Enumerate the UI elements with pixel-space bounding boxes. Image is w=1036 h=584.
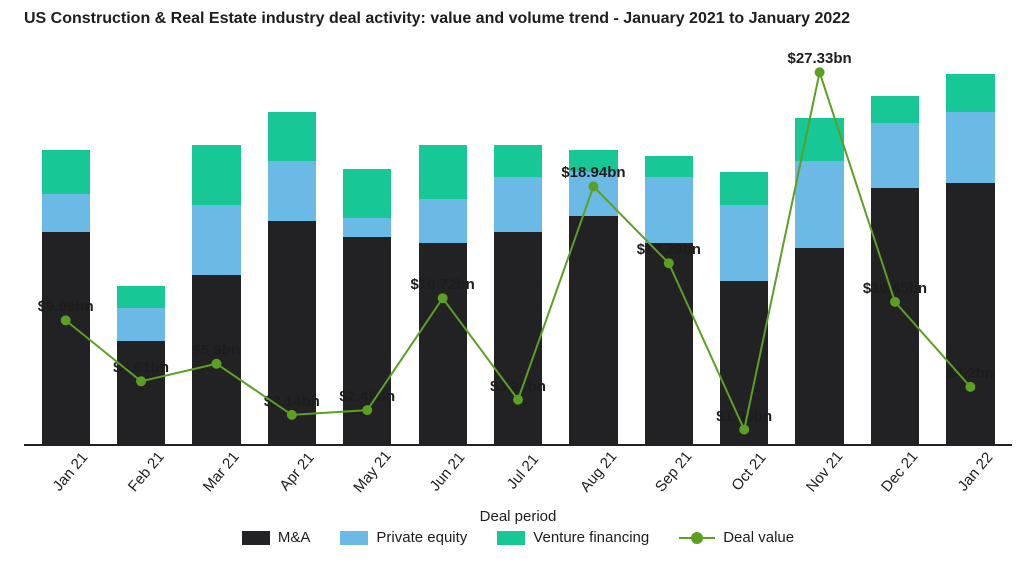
x-tick-label: Apr 21 <box>276 449 317 494</box>
bar-column: $5.9bn <box>179 36 254 444</box>
segment-private-equity <box>795 161 843 248</box>
segment-ma <box>268 221 316 444</box>
x-tick-label: May 21 <box>350 447 395 496</box>
segment-venture-financing <box>946 74 994 112</box>
segment-ma <box>720 281 768 444</box>
bar-column: $10.45bn <box>857 36 932 444</box>
x-tick-label: Dec 21 <box>878 448 922 495</box>
segment-private-equity <box>494 177 542 231</box>
legend-item-pe: Private equity <box>340 529 467 546</box>
bar-column: $3.26bn <box>480 36 555 444</box>
stacked-bar <box>42 150 90 444</box>
segment-venture-financing <box>192 145 240 205</box>
stacked-bar <box>192 145 240 444</box>
legend: M&A Private equity Venture financing Dea… <box>24 529 1012 546</box>
legend-label-vc: Venture financing <box>533 529 649 546</box>
segment-ma <box>192 275 240 444</box>
stacked-bar <box>645 156 693 444</box>
stacked-bar <box>720 172 768 444</box>
stacked-bar <box>268 112 316 444</box>
x-tick-label: Jul 21 <box>504 451 543 493</box>
swatch-vc-icon <box>497 531 525 545</box>
bar-column: $9.09bn <box>28 36 103 444</box>
segment-venture-financing <box>569 150 617 172</box>
segment-private-equity <box>419 199 467 243</box>
segment-venture-financing <box>268 112 316 161</box>
segment-ma <box>946 183 994 444</box>
x-tick-label: Aug 21 <box>577 448 621 495</box>
segment-ma <box>117 341 165 444</box>
chart-container: US Construction & Real Estate industry d… <box>0 0 1036 584</box>
segment-private-equity <box>569 172 617 216</box>
legend-label-deal-value: Deal value <box>723 529 794 546</box>
segment-venture-financing <box>117 286 165 308</box>
bar-column: $4.61bn <box>103 36 178 444</box>
segment-private-equity <box>268 161 316 221</box>
bar-column: $27.33bn <box>782 36 857 444</box>
segment-ma <box>795 248 843 444</box>
legend-label-pe: Private equity <box>376 529 467 546</box>
plot-area: $9.09bn$4.61bn$5.9bn$2.14bn$2.49bn$10.72… <box>24 36 1012 446</box>
segment-private-equity <box>946 112 994 183</box>
segment-private-equity <box>871 123 919 188</box>
x-tick-label: Feb 21 <box>124 448 167 495</box>
segment-ma <box>871 188 919 444</box>
segment-venture-financing <box>645 156 693 178</box>
x-tick-label: Mar 21 <box>200 448 243 495</box>
segment-ma <box>419 243 467 444</box>
stacked-bar <box>871 96 919 444</box>
stacked-bar <box>569 150 617 444</box>
x-tick-label: Jan 21 <box>50 449 92 494</box>
segment-venture-financing <box>419 145 467 199</box>
legend-item-ma: M&A <box>242 529 311 546</box>
segment-ma <box>343 237 391 444</box>
stacked-bar <box>117 286 165 444</box>
bar-column: $1.06bn <box>707 36 782 444</box>
segment-ma <box>645 243 693 444</box>
swatch-pe-icon <box>340 531 368 545</box>
segment-private-equity <box>343 218 391 237</box>
legend-label-ma: M&A <box>278 529 311 546</box>
x-tick-label: Jun 21 <box>427 449 469 494</box>
x-tick-label: Oct 21 <box>728 449 769 494</box>
segment-private-equity <box>117 308 165 341</box>
x-tick-label: Nov 21 <box>803 448 847 495</box>
bar-column: $18.94bn <box>556 36 631 444</box>
stacked-bar <box>795 118 843 444</box>
x-tick-label: Sep 21 <box>652 448 696 495</box>
line-sample-icon <box>679 531 715 545</box>
deal-value-label: $27.33bn <box>787 50 851 67</box>
segment-venture-financing <box>42 150 90 194</box>
swatch-ma-icon <box>242 531 270 545</box>
chart-title: US Construction & Real Estate industry d… <box>24 10 1012 28</box>
segment-private-equity <box>645 177 693 242</box>
bar-column: $10.72bn <box>405 36 480 444</box>
bar-column: $13.29bn <box>631 36 706 444</box>
bar-column: $4.2bn <box>933 36 1008 444</box>
legend-item-deal-value: Deal value <box>679 529 794 546</box>
segment-venture-financing <box>494 145 542 178</box>
segment-ma <box>42 232 90 444</box>
stacked-bar <box>946 74 994 444</box>
stacked-bar <box>343 169 391 444</box>
segment-venture-financing <box>871 96 919 123</box>
bar-column: $2.49bn <box>330 36 405 444</box>
x-tick-label: Jan 22 <box>954 449 996 494</box>
stacked-bar <box>494 145 542 444</box>
segment-private-equity <box>720 205 768 281</box>
segment-private-equity <box>192 205 240 276</box>
legend-item-vc: Venture financing <box>497 529 649 546</box>
segment-venture-financing <box>343 169 391 218</box>
x-axis-title: Deal period <box>24 508 1012 525</box>
segment-ma <box>494 232 542 444</box>
x-axis-labels: Jan 21 Feb 21 Mar 21 Apr 21 May 21 Jun 21 Jul … <box>24 446 1012 508</box>
segment-ma <box>569 216 617 444</box>
segment-venture-financing <box>720 172 768 205</box>
segment-venture-financing <box>795 118 843 162</box>
segment-private-equity <box>42 194 90 232</box>
stacked-bar <box>419 145 467 444</box>
bar-column: $2.14bn <box>254 36 329 444</box>
